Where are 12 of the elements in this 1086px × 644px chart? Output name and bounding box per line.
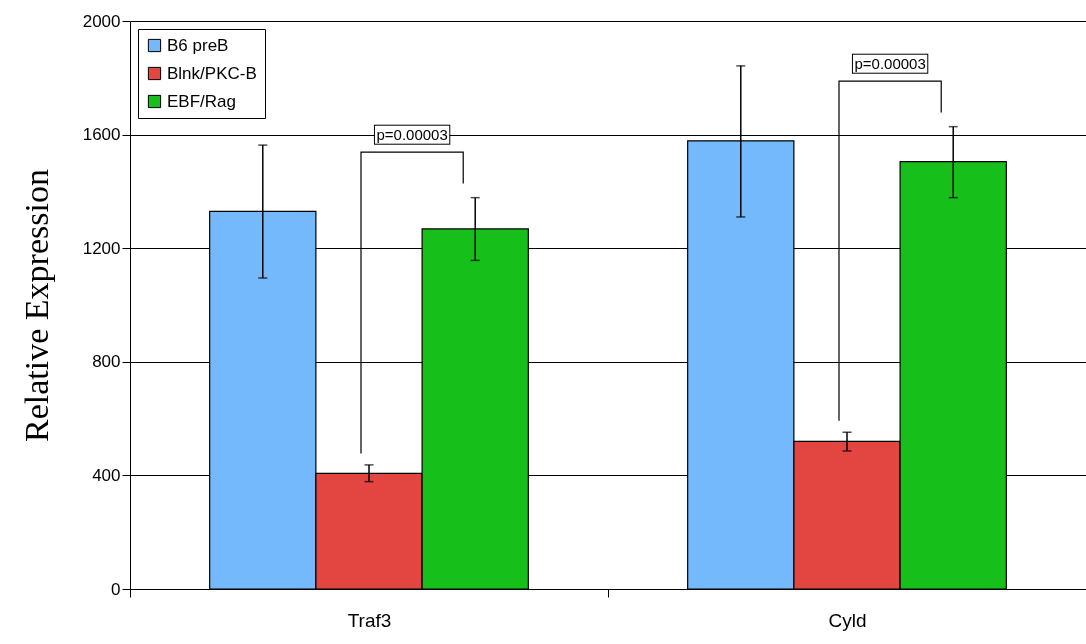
y-axis-title: Relative Expression	[17, 169, 55, 442]
y-tick-label: 1200	[82, 238, 121, 258]
y-tick-label: 400	[92, 465, 121, 485]
legend-label: B6 preB	[167, 35, 229, 55]
y-tick-label: 1600	[82, 125, 121, 145]
legend-label: Blnk/PKC-B	[167, 63, 257, 83]
y-tick-label: 2000	[82, 11, 121, 31]
x-tick-label: Traf3	[347, 609, 392, 631]
y-tick-label: 0	[111, 579, 121, 599]
y-tick-label: 800	[92, 352, 121, 372]
x-tick-label: Cyld	[828, 609, 867, 631]
legend-label: EBF/Rag	[167, 91, 236, 111]
